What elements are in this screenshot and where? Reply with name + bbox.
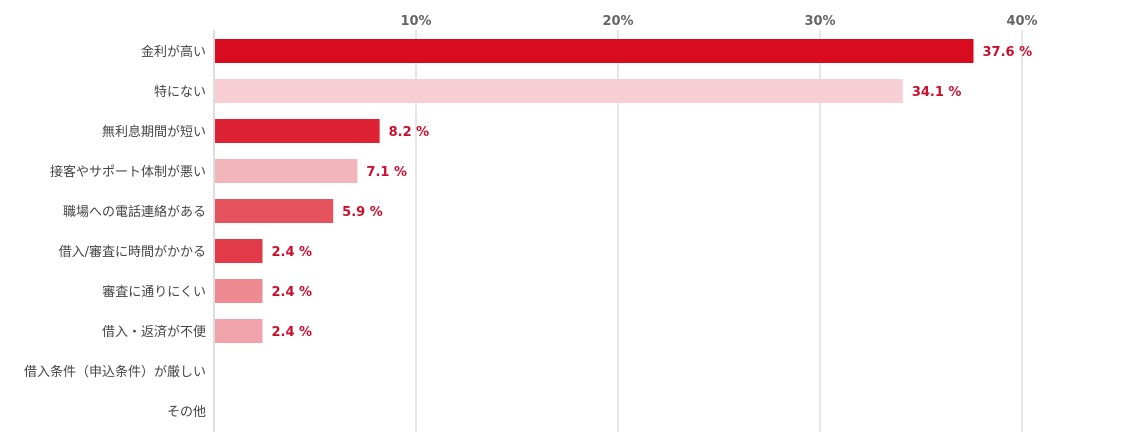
bar	[215, 279, 263, 303]
bar	[215, 319, 263, 343]
value-label: 5.9 %	[342, 205, 383, 220]
value-label: 2.4 %	[271, 245, 312, 260]
category-label: 職場への電話連絡がある	[63, 204, 206, 220]
value-label: 37.6 %	[983, 45, 1033, 60]
category-label: その他	[167, 405, 206, 420]
x-tick-label: 10%	[400, 14, 431, 29]
category-label: 借入・返済が不便	[102, 324, 206, 340]
bar	[215, 199, 334, 223]
x-tick-label: 30%	[804, 14, 835, 29]
category-label: 無利息期間が短い	[102, 124, 206, 140]
value-label: 7.1 %	[366, 165, 407, 180]
value-label: 8.2 %	[389, 125, 430, 140]
x-tick-label: 20%	[602, 14, 633, 29]
bar	[215, 119, 380, 143]
bar-layer	[215, 39, 974, 343]
bar	[215, 39, 974, 63]
category-label: 審査に通りにくい	[102, 285, 206, 300]
bar	[215, 239, 263, 263]
label-layer: 10% 20% 30% 40% 金利が高い 37.6 % 特にない 34.1 % 無利息期間が短…	[24, 14, 1038, 420]
category-label: 借入/審査に時間がかかる	[59, 245, 206, 260]
bar	[215, 79, 903, 103]
bar	[215, 159, 358, 183]
category-label: 接客やサポート体制が悪い	[50, 164, 206, 180]
category-label: 借入条件（申込条件）が厳しい	[24, 364, 206, 380]
value-label: 2.4 %	[271, 285, 312, 300]
value-label: 2.4 %	[271, 325, 312, 340]
category-label: 特にない	[154, 85, 206, 100]
value-label: 34.1 %	[912, 85, 962, 100]
category-label: 金利が高い	[141, 44, 206, 60]
x-tick-label: 40%	[1006, 14, 1037, 29]
